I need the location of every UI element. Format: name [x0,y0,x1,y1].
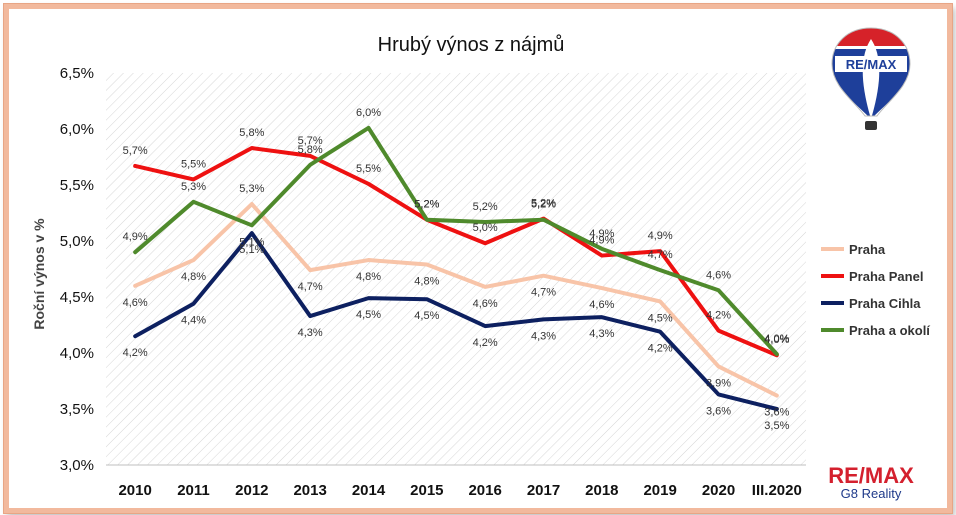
data-label: 4,9% [648,230,673,242]
data-label: 4,7% [531,287,556,299]
data-label: 4,7% [298,281,323,293]
data-label: 4,5% [356,309,381,321]
series-line-praha-a-okolí [133,125,779,357]
data-label: 4,6% [123,297,148,309]
x-tick-label: 2017 [527,482,560,499]
data-label: 3,9% [706,377,731,389]
plot-area [106,73,806,465]
data-label: 4,3% [298,327,323,339]
y-axis: 3,0% 3,5% 4,0% 4,5% 5,0% 5,5% 6,0% 6,5% [60,65,94,474]
data-label: 4,2% [706,310,731,322]
x-tick-label: 2013 [293,482,326,499]
data-label: 5,2% [414,199,439,211]
y-axis-label: Roční výnos v % [31,218,47,330]
data-label: 5,7% [123,145,148,157]
data-label: 4,2% [648,343,673,355]
series-line-praha-panel [133,146,779,358]
y-tick-label: 4,5% [60,289,94,306]
legend-label: Praha Cihla [849,296,921,311]
legend-label: Praha [849,242,886,257]
data-label: 3,5% [764,420,789,432]
series-line-praha-cihla [133,231,779,411]
x-tick-label: 2019 [643,482,676,499]
data-label: 5,2% [531,199,556,211]
x-tick-label: 2010 [118,482,151,499]
data-labels: 4,6% 4,8% 5,3% 4,7% 4,8% 4,8% 4,6% 4,7% 4,6% 4,5%… [123,107,790,432]
y-tick-label: 5,5% [60,177,94,194]
data-label: 4,8% [414,276,439,288]
balloon-logo-text: RE/MAX [846,57,897,72]
data-label: 4,9% [589,228,614,240]
data-label: 4,8% [181,271,206,283]
chart: Hrubý výnos z nájmů 3,0% 3,5% 4,0% 4,5% 5,0%… [31,27,930,501]
remax-logo-subtext: G8 Reality [841,486,902,501]
remax-logo: RE/MAX [828,463,914,488]
data-label: 4,2% [473,337,498,349]
chart-frame: Hrubý výnos z nájmů 3,0% 3,5% 4,0% 4,5% 5,0%… [4,4,952,513]
data-label: 3,6% [764,407,789,419]
data-label: 5,7% [298,135,323,147]
data-label: 5,2% [473,201,498,213]
x-tick-label: 2020 [702,482,735,499]
data-label: 5,2% [531,198,556,210]
data-label: 3,6% [706,405,731,417]
data-label: 4,6% [473,298,498,310]
series-lines [133,125,779,411]
x-tick-label: 2016 [468,482,501,499]
data-label: 4,5% [648,312,673,324]
legend-label: Praha Panel [849,269,923,284]
data-label: 5,8% [239,127,264,139]
x-tick-label: 2018 [585,482,618,499]
data-label: 4,0% [764,333,789,345]
series-line-praha [133,202,779,398]
data-label: 5,5% [181,158,206,170]
data-label: 5,8% [298,144,323,156]
data-label: 4,3% [531,330,556,342]
y-tick-label: 6,5% [60,65,94,82]
data-label: 6,0% [356,107,381,119]
legend: Praha Praha Panel Praha Cihla Praha a okolí [821,242,930,338]
data-label: 4,8% [356,271,381,283]
y-tick-label: 5,0% [60,233,94,250]
x-tick-label: 2011 [177,482,210,499]
data-label: 4,9% [123,231,148,243]
data-label: 5,3% [239,183,264,195]
x-tick-label: 2015 [410,482,443,499]
data-label: 5,2% [414,199,439,211]
data-label: 4,6% [589,299,614,311]
x-axis: 2010 2011 2012 2013 2014 2015 2016 2017 2018 2019… [106,464,806,499]
data-label: 5,0% [473,222,498,234]
data-label: 4,0% [764,334,789,346]
y-tick-label: 4,0% [60,345,94,362]
chart-title: Hrubý výnos z nájmů [378,34,565,56]
x-tick-label: 2012 [235,482,268,499]
data-label: 5,3% [181,181,206,193]
y-tick-label: 3,5% [60,401,94,418]
data-label: 4,6% [706,269,731,281]
data-label: 4,7% [648,249,673,261]
data-label: 4,5% [414,310,439,322]
legend-label: Praha a okolí [849,323,930,338]
y-tick-label: 3,0% [60,457,94,474]
data-label: 4,4% [181,315,206,327]
data-label: 5,5% [356,163,381,175]
data-label: 4,2% [123,347,148,359]
x-tick-label: 2014 [352,482,386,499]
balloon-logo: RE/MAX [831,27,911,130]
data-label: 4,9% [589,235,614,247]
data-label: 4,3% [589,328,614,340]
x-tick-label: III.2020 [752,482,802,499]
y-tick-label: 6,0% [60,121,94,138]
data-label: 5,1% [239,244,264,256]
data-label: 5,1% [239,236,264,248]
